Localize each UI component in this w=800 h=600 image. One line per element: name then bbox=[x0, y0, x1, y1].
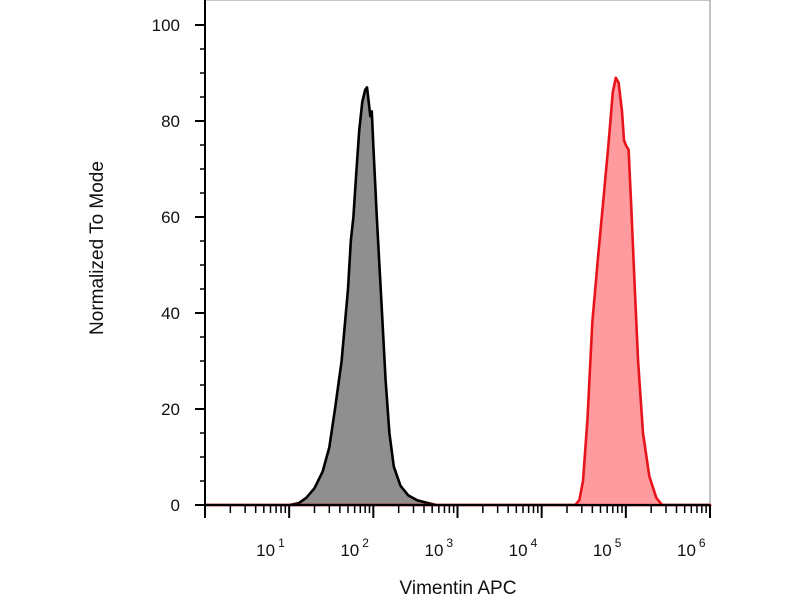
y-tick-label: 0 bbox=[171, 496, 180, 515]
x-tick-label: 10 1 bbox=[256, 536, 285, 560]
x-tick-label: 10 6 bbox=[677, 536, 706, 560]
histogram-series-2 bbox=[203, 76, 712, 507]
x-axis-label: Vimentin APC bbox=[400, 578, 517, 599]
y-tick-label: 40 bbox=[161, 304, 180, 323]
y-tick-label: 80 bbox=[161, 112, 180, 131]
y-tick-label: 20 bbox=[161, 400, 180, 419]
x-tick-label: 10 3 bbox=[425, 536, 454, 560]
y-tick-label: 60 bbox=[161, 208, 180, 227]
y-axis-label: Normalized To Mode bbox=[87, 161, 108, 335]
x-tick-label: 10 4 bbox=[509, 536, 538, 560]
histogram-series-1 bbox=[203, 86, 712, 507]
x-tick-label: 10 5 bbox=[593, 536, 622, 560]
x-tick-label: 10 2 bbox=[340, 536, 369, 560]
y-tick-label: 100 bbox=[152, 16, 180, 35]
